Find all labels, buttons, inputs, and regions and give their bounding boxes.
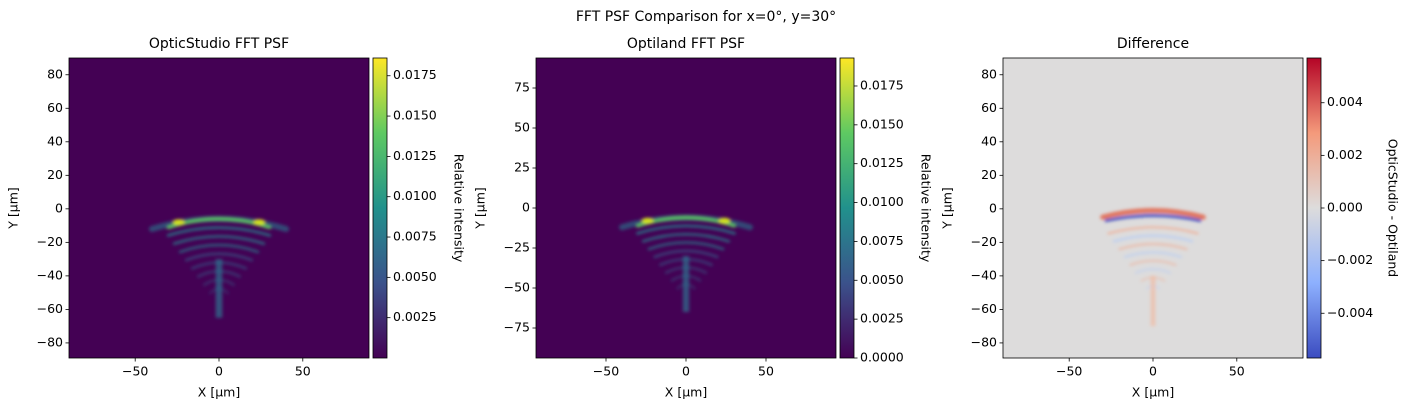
y-tick-label: −20 (971, 234, 997, 249)
psf-pattern (619, 214, 753, 312)
y-axis-label: Y [µm] (940, 187, 955, 230)
y-tick-label: 40 (981, 133, 997, 148)
colorbar-tick-label: 0.0075 (393, 229, 437, 244)
colorbar-tick-label: 0.0150 (393, 108, 437, 123)
colorbar-tick-label: 0.0025 (860, 311, 904, 326)
y-tick-label: 80 (981, 66, 997, 81)
x-tick-label: −50 (593, 364, 619, 379)
x-axis-label: X [µm] (665, 385, 707, 400)
y-tick-label: −60 (971, 301, 997, 316)
y-tick-label: −50 (504, 280, 530, 295)
psf-tail (682, 256, 690, 312)
axes-title: Difference (1117, 36, 1189, 52)
y-tick-label: −80 (971, 334, 997, 349)
colorbar (839, 57, 855, 359)
colorbar-tick-label: 0.000 (1327, 200, 1363, 215)
y-tick-label: 80 (47, 66, 63, 81)
psf-pattern (1100, 208, 1206, 327)
psf-fringe (172, 235, 266, 245)
y-tick-label: 60 (47, 100, 63, 115)
colorbar-tick-label: 0.0050 (860, 272, 904, 287)
colorbar-label: Relative intensity (919, 154, 934, 263)
colorbar-tick-label: 0.0150 (860, 116, 904, 131)
x-tick-label: 0 (215, 364, 223, 379)
colorbar-tick-label: 0.0175 (860, 77, 904, 92)
colorbar-tick-label: 0.004 (1327, 94, 1363, 109)
y-tick-label: 25 (514, 160, 530, 175)
x-axis-label: X [µm] (1132, 385, 1174, 400)
psf-fringe (1107, 226, 1199, 235)
y-tick-label: 75 (514, 80, 530, 95)
colorbar-tick-label: 0.0100 (393, 188, 437, 203)
x-tick-label: 50 (758, 364, 774, 379)
y-tick-label: −40 (971, 267, 997, 282)
y-tick-label: −20 (37, 234, 63, 249)
y-tick-label: −40 (37, 267, 63, 282)
y-tick-label: −25 (504, 240, 530, 255)
psf-fringe (1134, 268, 1172, 274)
psf-fringe (653, 249, 719, 259)
colorbar-tick-label: 0.0100 (860, 194, 904, 209)
x-tick-label: 50 (1229, 364, 1245, 379)
colorbar-label: Relative intensity (452, 154, 467, 263)
psf-fringe (1129, 259, 1177, 266)
colorbar-tick-label: −0.004 (1327, 305, 1373, 320)
colorbar-tick-label: 0.0000 (860, 350, 904, 365)
y-tick-label: 40 (47, 133, 63, 148)
y-tick-label: 0 (989, 200, 997, 215)
psf-fringe (178, 243, 260, 254)
colorbar-tick-label: 0.0075 (860, 233, 904, 248)
psf-fringe (1118, 243, 1188, 251)
colorbar (1306, 57, 1322, 359)
psf-fringe (184, 252, 254, 262)
psf-fringe (1100, 208, 1206, 220)
axes-title: OpticStudio FFT PSF (149, 36, 289, 52)
y-tick-label: 20 (47, 167, 63, 182)
axes-title: Optiland FFT PSF (627, 36, 745, 52)
psf-peak (172, 219, 185, 226)
y-axis-label: Y [µm] (6, 187, 21, 230)
x-tick-label: −50 (122, 364, 148, 379)
y-tick-label: 50 (514, 120, 530, 135)
figure-title: FFT PSF Comparison for x=0°, y=30° (576, 9, 836, 25)
image-background (536, 58, 836, 358)
x-axis-label: X [µm] (198, 385, 240, 400)
colorbar-tick-label: 0.0125 (860, 155, 904, 170)
y-axis-label: Y [µm] (473, 187, 488, 230)
x-tick-label: −50 (1056, 364, 1082, 379)
x-tick-label: 50 (295, 364, 311, 379)
y-tick-label: −60 (37, 301, 63, 316)
colorbar-tick-label: 0.0025 (393, 309, 437, 324)
psf-fringe (1104, 214, 1202, 223)
colorbar (372, 57, 388, 359)
colorbar-label: OpticStudio - Optiland (1386, 139, 1401, 277)
colorbar-tick-label: 0.0175 (393, 67, 437, 82)
psf-fringe (166, 226, 272, 237)
colorbar-tick-label: 0.002 (1327, 147, 1363, 162)
psf-fringe (636, 224, 736, 235)
x-tick-label: 0 (682, 364, 690, 379)
y-tick-label: −80 (37, 334, 63, 349)
x-tick-label: 0 (1149, 364, 1157, 379)
psf-fringe (1123, 251, 1183, 259)
psf-tail (215, 259, 223, 318)
psf-fringe (641, 232, 731, 243)
y-tick-label: −75 (504, 320, 530, 335)
colorbar-tick-label: 0.0125 (393, 148, 437, 163)
psf-peak (641, 217, 654, 224)
colorbar-tick-label: −0.002 (1327, 252, 1373, 267)
colorbar-tick-label: 0.0050 (393, 269, 437, 284)
psf-tail (1150, 275, 1156, 327)
y-tick-label: 60 (981, 100, 997, 115)
psf-peak (253, 219, 266, 226)
psf-peak (718, 217, 731, 224)
psf-fringe (1112, 234, 1194, 243)
psf-fringe (647, 241, 725, 251)
psf-pattern (148, 215, 290, 318)
y-tick-label: 20 (981, 167, 997, 182)
y-tick-label: 0 (55, 200, 63, 215)
y-tick-label: 0 (522, 200, 530, 215)
